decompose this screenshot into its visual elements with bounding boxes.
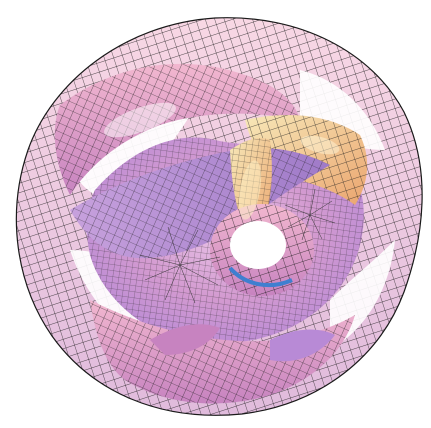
radial-fans xyxy=(139,188,336,304)
outer-outline xyxy=(15,17,423,416)
lower-sheets xyxy=(90,300,355,404)
right-loop xyxy=(210,204,314,296)
highlights xyxy=(104,102,340,220)
